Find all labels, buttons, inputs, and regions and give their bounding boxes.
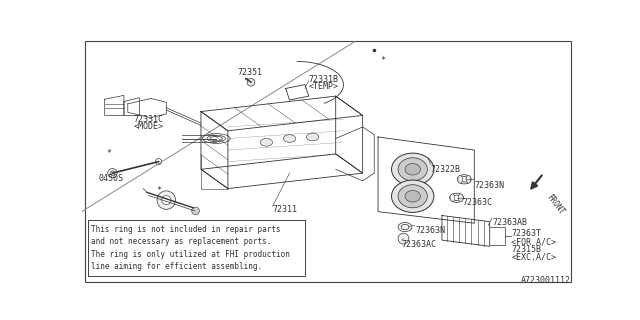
Text: 72363N: 72363N bbox=[415, 226, 445, 235]
Text: 72363T: 72363T bbox=[511, 229, 541, 238]
Circle shape bbox=[156, 158, 162, 165]
Ellipse shape bbox=[307, 133, 319, 141]
Ellipse shape bbox=[460, 177, 468, 182]
Ellipse shape bbox=[450, 193, 463, 203]
Ellipse shape bbox=[452, 195, 460, 201]
Circle shape bbox=[162, 196, 171, 205]
Ellipse shape bbox=[466, 175, 471, 183]
Ellipse shape bbox=[392, 153, 434, 186]
Text: <MODE>: <MODE> bbox=[134, 122, 164, 131]
Ellipse shape bbox=[405, 190, 420, 202]
Circle shape bbox=[108, 169, 117, 178]
Ellipse shape bbox=[398, 222, 412, 232]
Ellipse shape bbox=[284, 135, 296, 142]
Circle shape bbox=[398, 233, 409, 244]
Text: 0450S: 0450S bbox=[99, 174, 124, 183]
Text: 72351: 72351 bbox=[238, 68, 263, 77]
Text: *: * bbox=[156, 186, 161, 195]
Text: FRONT: FRONT bbox=[545, 192, 566, 216]
Circle shape bbox=[110, 171, 115, 175]
Text: This ring is not included in repair parts
and not necessary as replacement ports: This ring is not included in repair part… bbox=[91, 225, 290, 271]
Text: 72311: 72311 bbox=[273, 205, 298, 214]
Ellipse shape bbox=[450, 194, 455, 202]
Bar bbox=[88, 220, 305, 276]
Text: *: * bbox=[106, 148, 111, 157]
Text: 72331B: 72331B bbox=[308, 75, 339, 84]
Text: 72363C: 72363C bbox=[462, 198, 492, 207]
Circle shape bbox=[247, 78, 255, 86]
Text: *: * bbox=[380, 56, 385, 65]
Text: 72331C: 72331C bbox=[134, 116, 164, 124]
Text: <TEMP>: <TEMP> bbox=[308, 82, 339, 91]
Ellipse shape bbox=[398, 158, 428, 181]
Ellipse shape bbox=[405, 164, 420, 175]
Text: 72322B: 72322B bbox=[431, 165, 460, 174]
Circle shape bbox=[192, 207, 200, 215]
Text: <FOR A/C>: <FOR A/C> bbox=[511, 237, 556, 246]
Text: <EXC.A/C>: <EXC.A/C> bbox=[511, 252, 556, 261]
Ellipse shape bbox=[401, 224, 409, 230]
Circle shape bbox=[157, 191, 175, 209]
Ellipse shape bbox=[458, 194, 463, 202]
Text: A723001112: A723001112 bbox=[520, 276, 570, 284]
Ellipse shape bbox=[260, 139, 273, 146]
Ellipse shape bbox=[458, 175, 463, 183]
Ellipse shape bbox=[398, 185, 428, 208]
Text: 72363AC: 72363AC bbox=[402, 240, 437, 249]
Text: 72315B: 72315B bbox=[511, 245, 541, 254]
Ellipse shape bbox=[392, 180, 434, 212]
Text: 72363N: 72363N bbox=[474, 181, 504, 190]
Text: 72363AB: 72363AB bbox=[492, 218, 527, 227]
Ellipse shape bbox=[458, 175, 471, 184]
